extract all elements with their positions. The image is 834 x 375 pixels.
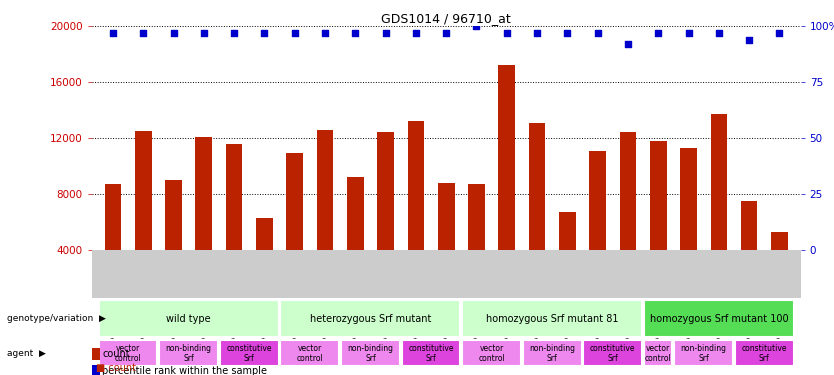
Bar [92, 365, 100, 375]
Text: vector
control: vector control [645, 344, 671, 363]
Text: homozygous Srf mutant 100: homozygous Srf mutant 100 [650, 314, 788, 324]
FancyBboxPatch shape [644, 340, 672, 366]
Text: non-binding
Srf: non-binding Srf [681, 344, 726, 363]
FancyBboxPatch shape [159, 340, 218, 366]
Bar [559, 212, 575, 306]
Point [349, 30, 362, 36]
Text: non-binding
Srf: non-binding Srf [348, 344, 394, 363]
Bar [468, 184, 485, 306]
Point [712, 30, 726, 36]
Point [409, 30, 423, 36]
Text: homozygous Srf mutant 81: homozygous Srf mutant 81 [486, 314, 619, 324]
Bar [256, 217, 273, 306]
Bar [92, 348, 100, 360]
Bar [226, 144, 243, 306]
Text: vector
control: vector control [297, 344, 324, 363]
Text: constitutive
Srf: constitutive Srf [741, 344, 787, 363]
Bar [771, 231, 788, 306]
Bar [741, 201, 757, 306]
Text: vector
control: vector control [478, 344, 505, 363]
Bar [408, 121, 425, 306]
Text: vector
control: vector control [115, 344, 142, 363]
FancyBboxPatch shape [402, 340, 460, 366]
FancyBboxPatch shape [280, 340, 339, 366]
Text: count: count [103, 349, 130, 359]
Text: heterozygous Srf mutant: heterozygous Srf mutant [309, 314, 431, 324]
Text: wild type: wild type [166, 314, 211, 324]
Point [106, 30, 119, 36]
Text: constitutive
Srf: constitutive Srf [227, 344, 272, 363]
Point [682, 30, 696, 36]
FancyBboxPatch shape [220, 340, 279, 366]
FancyBboxPatch shape [341, 340, 399, 366]
FancyBboxPatch shape [462, 340, 521, 366]
Point [137, 30, 150, 36]
FancyBboxPatch shape [98, 340, 158, 366]
Point [319, 30, 332, 36]
Bar [317, 130, 334, 306]
Bar [711, 114, 727, 306]
Bar [135, 131, 152, 306]
FancyBboxPatch shape [462, 300, 642, 337]
FancyBboxPatch shape [98, 300, 279, 337]
Point [773, 30, 786, 36]
Bar [165, 180, 182, 306]
Text: constitutive
Srf: constitutive Srf [590, 344, 636, 363]
Text: genotype/variation  ▶: genotype/variation ▶ [7, 314, 106, 323]
Text: non-binding
Srf: non-binding Srf [166, 344, 212, 363]
Bar [620, 132, 636, 306]
Point [197, 30, 210, 36]
Point [530, 30, 544, 36]
FancyBboxPatch shape [644, 300, 794, 337]
Point [258, 30, 271, 36]
Bar [195, 136, 212, 306]
Bar [681, 148, 697, 306]
Point [167, 30, 180, 36]
Bar [104, 184, 121, 306]
Point [742, 37, 756, 43]
Bar [499, 65, 515, 306]
Text: constitutive
Srf: constitutive Srf [409, 344, 454, 363]
Point [500, 30, 514, 36]
Bar [286, 153, 303, 306]
FancyBboxPatch shape [675, 340, 733, 366]
Point [651, 30, 665, 36]
FancyBboxPatch shape [280, 300, 460, 337]
Bar [438, 183, 455, 306]
Point [228, 30, 241, 36]
Bar [347, 177, 364, 306]
FancyBboxPatch shape [523, 340, 581, 366]
Text: agent  ▶: agent ▶ [7, 349, 46, 358]
Text: percentile rank within the sample: percentile rank within the sample [103, 366, 268, 375]
Point [379, 30, 392, 36]
Point [470, 23, 483, 29]
Title: GDS1014 / 96710_at: GDS1014 / 96710_at [381, 12, 511, 25]
Text: non-binding
Srf: non-binding Srf [530, 344, 575, 363]
Text: ■ count: ■ count [96, 363, 136, 373]
Point [591, 30, 605, 36]
Point [560, 30, 574, 36]
Point [621, 41, 635, 47]
Bar [377, 132, 394, 306]
FancyBboxPatch shape [735, 340, 794, 366]
Bar [590, 150, 606, 306]
FancyBboxPatch shape [584, 340, 642, 366]
Point [288, 30, 301, 36]
Point [440, 30, 453, 36]
Bar [529, 123, 545, 306]
Bar [650, 141, 666, 306]
